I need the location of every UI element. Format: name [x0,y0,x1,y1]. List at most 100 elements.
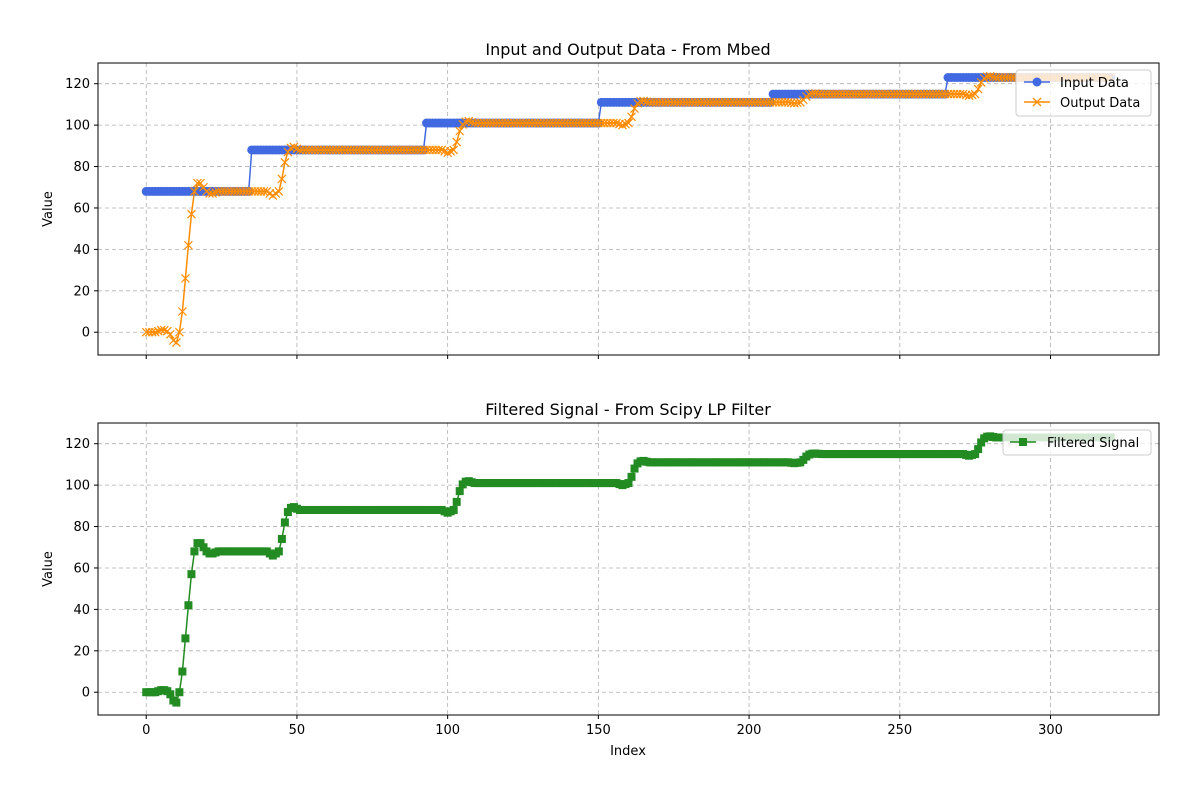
data-point [624,118,633,128]
data-point [455,126,465,136]
x-tick-label: 150 [586,723,611,738]
data-point [792,98,802,108]
y-tick-label: 120 [65,77,90,92]
data-point [449,145,459,155]
y-tick-label: 80 [73,160,90,175]
data-point [150,327,160,337]
data-point [187,209,196,219]
legend-label-output-data: Output Data [1060,96,1140,111]
data-point [280,157,290,167]
x-tick-label: 100 [435,723,460,738]
data-point [172,698,181,707]
data-point [455,487,464,496]
x-tick-label: 300 [1038,723,1063,738]
data-point [274,547,283,556]
data-point [437,145,447,155]
data-point [190,186,199,196]
data-point [621,119,630,129]
bottom-x-axis-label: Index [610,744,646,759]
legend-marker-output-data [1032,97,1042,107]
data-point [259,186,269,196]
data-point [187,570,196,579]
y-tick-label: 20 [73,284,90,299]
data-point [612,118,621,128]
legend-marker-input-data [1032,77,1042,87]
top-ticks: 0 20 40 60 80 100 120 [65,77,1051,359]
data-point [190,547,199,556]
y-tick-label: 120 [65,437,90,452]
data-point [193,178,202,188]
data-point [277,174,287,184]
data-point [630,464,639,473]
data-point [177,307,187,316]
y-tick-label: 80 [73,520,90,535]
top-plot-title: Input and Output Data - From Mbed [485,40,770,59]
x-tick-label: 200 [737,723,762,738]
y-tick-label: 20 [73,644,90,659]
data-point [208,189,217,198]
legend-label-filtered-signal: Filtered Signal [1047,436,1139,451]
data-point [452,137,462,147]
bottom-ticks: 0 50 100 150 200 250 300 0 20 40 60 80 100 120 [65,437,1063,738]
data-point [175,688,184,697]
y-tick-label: 0 [82,326,90,341]
data-point [970,89,980,99]
data-point [196,539,205,548]
data-point [283,147,293,157]
bottom-y-axis-label: Value [41,551,56,587]
bottom-legend: Filtered Signal [1002,429,1152,456]
y-tick-label: 60 [73,201,90,216]
data-point [974,445,983,454]
bottom-plot-title: Filtered Signal - From Scipy LP Filter [485,400,771,419]
data-point [977,438,986,447]
top-subplot: Input and Output Data - From Mbed Value … [41,40,1160,359]
legend-label-input-data: Input Data [1060,76,1129,91]
data-point [964,91,974,101]
data-point [280,518,289,527]
data-point [630,104,639,113]
bottom-plot-frame [97,422,1160,716]
data-point [171,338,181,347]
top-legend: Input Data Output Data [1015,69,1152,117]
top-series-layer [141,71,1116,347]
data-point [178,667,187,676]
data-point [627,112,636,122]
data-point [627,472,636,481]
data-point [181,634,190,643]
y-tick-label: 100 [65,479,90,494]
data-point [283,508,292,517]
data-point [274,186,284,196]
data-point [624,479,633,488]
y-tick-label: 40 [73,243,90,258]
y-tick-label: 100 [65,119,90,134]
bottom-grid [98,423,1159,715]
top-y-axis-label: Value [41,191,56,227]
x-tick-label: 0 [142,723,150,738]
data-point [443,148,453,158]
data-point [184,240,193,250]
data-point [464,116,474,126]
x-tick-label: 250 [887,723,912,738]
data-point [184,601,193,610]
top-plot-frame [97,62,1160,356]
data-point [452,497,461,506]
data-point [958,89,968,99]
data-point [971,450,980,459]
y-tick-label: 0 [82,686,90,701]
data-point [196,178,205,188]
data-point [199,543,208,552]
data-point [277,534,286,543]
y-tick-label: 60 [73,561,90,576]
bottom-subplot: Filtered Signal - From Scipy LP Filter V… [41,400,1160,759]
data-point [446,146,456,156]
data-point [180,273,190,283]
x-tick-label: 50 [289,723,306,738]
data-point [166,690,175,699]
bottom-legend-box [1002,429,1152,456]
data-point [174,327,184,337]
data-point [449,505,458,514]
data-point [159,325,169,335]
data-point [618,120,627,130]
